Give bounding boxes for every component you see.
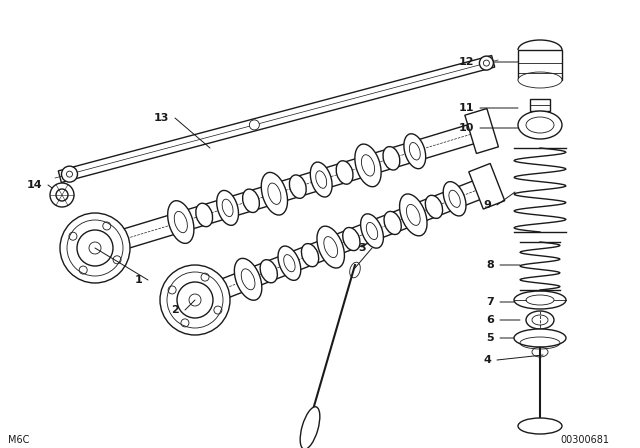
Ellipse shape xyxy=(426,195,443,219)
Ellipse shape xyxy=(278,246,301,280)
Ellipse shape xyxy=(261,172,287,215)
Ellipse shape xyxy=(360,214,383,248)
Ellipse shape xyxy=(444,181,466,216)
Text: 3: 3 xyxy=(358,243,366,253)
Text: 14: 14 xyxy=(26,180,42,190)
Ellipse shape xyxy=(383,146,400,170)
Circle shape xyxy=(250,120,259,130)
Text: 7: 7 xyxy=(486,297,494,307)
Ellipse shape xyxy=(317,226,344,268)
Polygon shape xyxy=(465,108,499,154)
Text: 9: 9 xyxy=(483,200,491,210)
Ellipse shape xyxy=(300,407,320,448)
Ellipse shape xyxy=(526,311,554,329)
Text: 5: 5 xyxy=(486,333,494,343)
Text: 6: 6 xyxy=(486,315,494,325)
Ellipse shape xyxy=(404,134,426,169)
Ellipse shape xyxy=(310,162,332,197)
Text: 12: 12 xyxy=(458,57,474,67)
Circle shape xyxy=(60,213,130,283)
Ellipse shape xyxy=(399,194,427,236)
Ellipse shape xyxy=(336,161,353,184)
Text: 2: 2 xyxy=(172,305,179,315)
Text: 4: 4 xyxy=(483,355,491,365)
Ellipse shape xyxy=(301,244,319,267)
Ellipse shape xyxy=(243,189,259,212)
Text: M6C: M6C xyxy=(8,435,29,445)
Text: 8: 8 xyxy=(486,260,494,270)
Text: 13: 13 xyxy=(154,113,169,123)
Ellipse shape xyxy=(514,291,566,309)
Ellipse shape xyxy=(289,175,306,198)
Ellipse shape xyxy=(342,228,360,250)
Circle shape xyxy=(61,166,77,182)
Polygon shape xyxy=(468,164,505,209)
Ellipse shape xyxy=(234,258,262,300)
Ellipse shape xyxy=(384,211,401,234)
Ellipse shape xyxy=(518,72,562,88)
Bar xyxy=(530,99,550,111)
Ellipse shape xyxy=(355,144,381,187)
Ellipse shape xyxy=(260,260,277,283)
Ellipse shape xyxy=(518,111,562,139)
Text: 10: 10 xyxy=(459,123,474,133)
Text: 00300681: 00300681 xyxy=(560,435,609,445)
Circle shape xyxy=(160,265,230,335)
Circle shape xyxy=(479,56,493,70)
Ellipse shape xyxy=(168,201,194,243)
Circle shape xyxy=(56,189,68,201)
Text: 1: 1 xyxy=(134,275,142,285)
Polygon shape xyxy=(58,56,495,182)
Ellipse shape xyxy=(217,190,239,225)
Ellipse shape xyxy=(514,329,566,347)
Bar xyxy=(518,50,562,80)
Circle shape xyxy=(50,183,74,207)
Ellipse shape xyxy=(518,418,562,434)
Ellipse shape xyxy=(196,203,212,227)
Text: 11: 11 xyxy=(458,103,474,113)
